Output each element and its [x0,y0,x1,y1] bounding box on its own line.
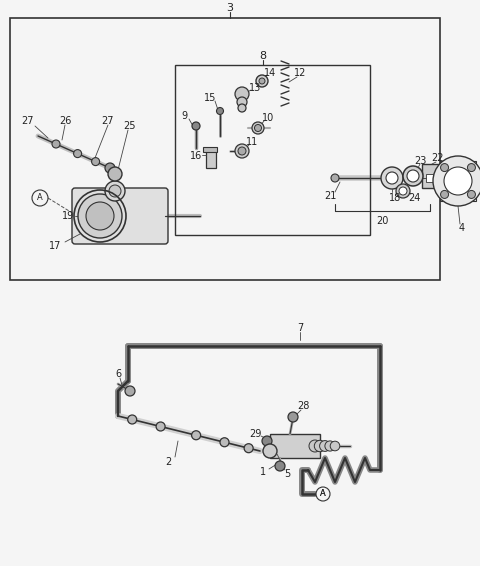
Text: 22: 22 [432,153,444,163]
Bar [440,161,476,201]
Circle shape [52,140,60,148]
Circle shape [32,190,48,206]
Circle shape [275,461,285,471]
Circle shape [238,104,246,112]
Text: 11: 11 [246,137,258,147]
Circle shape [78,194,122,238]
Circle shape [108,167,122,181]
Circle shape [156,422,165,431]
Circle shape [105,163,115,173]
Circle shape [468,190,475,199]
Text: 14: 14 [264,68,276,78]
Text: 29: 29 [249,429,261,439]
Circle shape [125,386,135,396]
Bar [175,65,370,235]
Text: 21: 21 [324,191,336,201]
Circle shape [128,415,137,424]
Circle shape [263,444,277,458]
Circle shape [216,108,224,114]
Text: 25: 25 [124,121,136,131]
Circle shape [262,436,272,446]
Text: 3: 3 [227,3,233,13]
Circle shape [320,440,330,452]
Text: 19: 19 [62,211,74,221]
Circle shape [330,441,340,451]
Text: 27: 27 [22,116,34,126]
Text: 1: 1 [260,467,266,477]
Circle shape [235,87,249,101]
Circle shape [105,181,125,201]
Text: A: A [37,194,43,203]
Text: 28: 28 [297,401,309,411]
Circle shape [254,125,262,131]
Text: 24: 24 [408,193,420,203]
Circle shape [381,167,403,189]
Text: 23: 23 [414,156,426,166]
Circle shape [73,149,82,157]
Text: 26: 26 [59,116,71,126]
Circle shape [192,122,200,130]
Circle shape [325,441,335,451]
Circle shape [237,97,247,107]
Text: 13: 13 [249,83,261,93]
Bar [422,164,442,188]
Circle shape [316,487,330,501]
Text: 4: 4 [459,223,465,233]
Circle shape [192,431,201,440]
Text: A: A [320,490,326,499]
Text: 9: 9 [181,111,187,121]
Bar [270,434,320,458]
Circle shape [220,438,229,447]
Text: 17: 17 [49,241,61,251]
Text: 15: 15 [204,93,216,103]
Circle shape [399,187,407,195]
Circle shape [441,190,449,199]
Bar [426,174,434,182]
Circle shape [396,184,410,198]
Circle shape [92,157,100,166]
Circle shape [386,172,398,184]
Circle shape [252,122,264,134]
Bar [10,18,440,280]
Circle shape [238,147,246,155]
Circle shape [309,440,321,452]
Text: 7: 7 [297,323,303,333]
Text: 2: 2 [165,457,171,467]
Text: 12: 12 [294,68,306,78]
Text: 18: 18 [389,193,401,203]
Circle shape [444,167,472,195]
Text: 16: 16 [190,151,202,161]
Circle shape [288,412,298,422]
Bar [203,147,217,152]
Text: A: A [320,490,326,499]
Circle shape [86,202,114,230]
Text: 6: 6 [115,369,121,379]
Circle shape [433,156,480,206]
Circle shape [259,78,265,84]
Circle shape [403,166,423,186]
Text: 8: 8 [259,51,266,61]
Circle shape [314,440,326,452]
Circle shape [109,185,121,197]
Circle shape [235,144,249,158]
Circle shape [407,170,419,182]
Text: 5: 5 [284,469,290,479]
Circle shape [244,444,253,453]
Text: 10: 10 [262,113,274,123]
Circle shape [331,174,339,182]
Text: 27: 27 [102,116,114,126]
FancyBboxPatch shape [72,188,168,244]
Circle shape [468,164,475,171]
Circle shape [256,75,268,87]
Text: 20: 20 [376,216,388,226]
Bar [206,150,216,168]
Circle shape [441,164,449,171]
